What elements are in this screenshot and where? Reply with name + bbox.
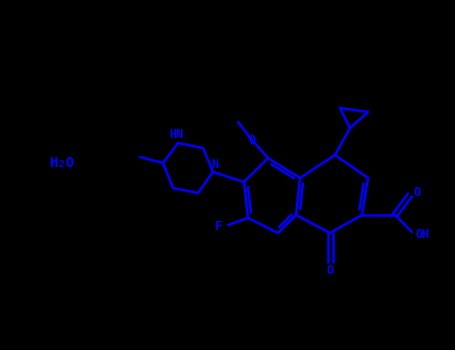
- Text: O: O: [248, 133, 256, 147]
- Text: N: N: [212, 159, 218, 172]
- Text: O: O: [326, 264, 334, 276]
- Text: OH: OH: [416, 228, 430, 240]
- Text: F: F: [214, 220, 222, 233]
- Text: H₂O: H₂O: [50, 156, 75, 170]
- Text: O: O: [414, 186, 421, 198]
- Text: HN: HN: [169, 128, 183, 141]
